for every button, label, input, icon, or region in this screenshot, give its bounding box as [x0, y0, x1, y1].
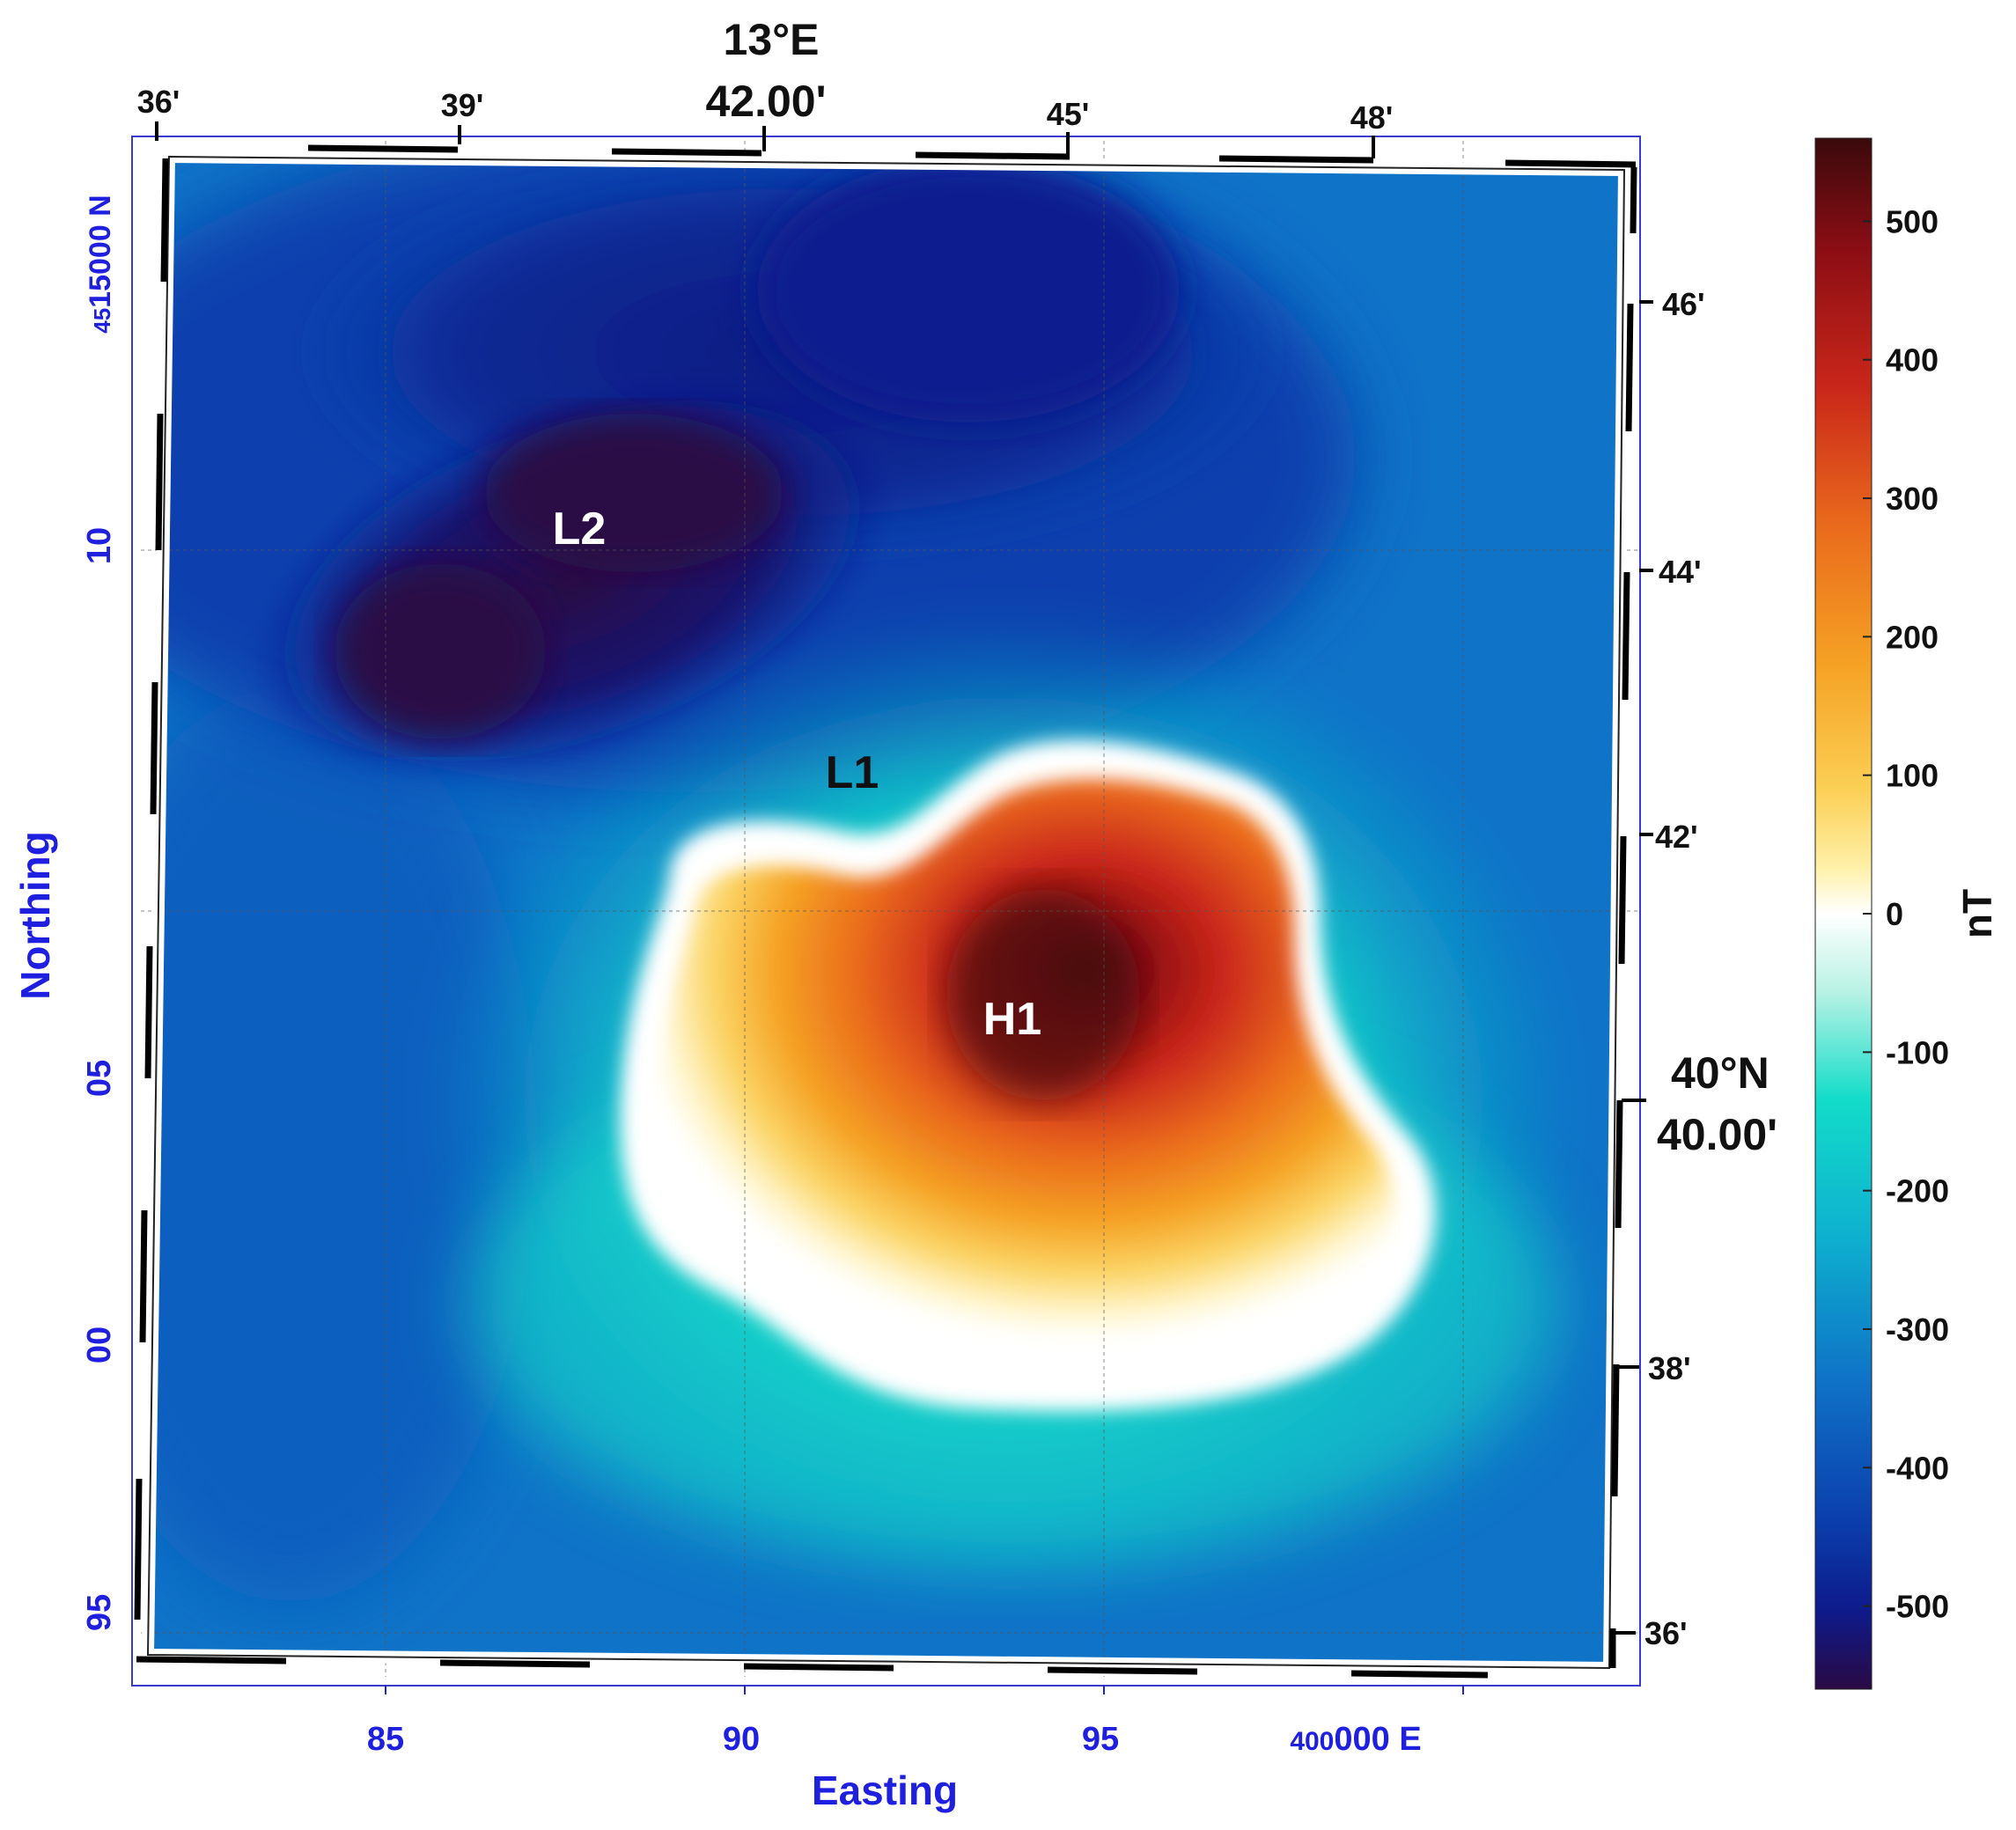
easting-tick-90: 90 — [723, 1721, 760, 1758]
colorbar-tick-label: 400 — [1886, 342, 1939, 378]
easting-tick-400000: 400000 E — [1290, 1721, 1421, 1758]
colorbar-tick-label: -100 — [1886, 1034, 1949, 1070]
easting-tick-prefix: 400 — [1290, 1727, 1334, 1756]
colorbar-unit: nT — [1954, 889, 2000, 938]
northing-tick-05: 05 — [81, 1060, 118, 1097]
lat-label-38: 38' — [1648, 1350, 1691, 1386]
colorbar-tick-label: 300 — [1886, 481, 1939, 517]
anomaly-label-l2: L2 — [553, 503, 607, 555]
lon-label-45: 45' — [1047, 96, 1090, 132]
anomaly-label-h1: H1 — [983, 994, 1041, 1045]
lat-label-46: 46' — [1662, 286, 1705, 322]
colorbar — [1814, 137, 1873, 1690]
lon-label-main-degree: 13°E — [724, 15, 820, 64]
lat-label-main-minutes: 40.00' — [1657, 1110, 1777, 1159]
colorbar-tick-label: 200 — [1886, 619, 1939, 655]
colorbar-tick-label: 100 — [1886, 758, 1939, 794]
lat-label-42: 42' — [1655, 819, 1698, 855]
colorbar-tick-label: -400 — [1886, 1450, 1949, 1486]
lon-label-36: 36' — [137, 84, 180, 120]
colorbar-tick-label: -300 — [1886, 1312, 1949, 1348]
northing-tick-4515000: 4515000 N — [84, 195, 117, 333]
anomaly-label-l1: L1 — [826, 747, 879, 798]
northing-tick-00: 00 — [81, 1327, 118, 1363]
colorbar-tick-label: -200 — [1886, 1173, 1949, 1209]
lat-label-main-degree: 40°N — [1671, 1048, 1770, 1098]
northing-axis-title: Northing — [12, 831, 58, 1000]
colorbar-tick-label: -500 — [1886, 1589, 1949, 1625]
colorbar-tick-label: 0 — [1886, 896, 1903, 932]
easting-tick-suffix: 000 E — [1334, 1721, 1421, 1758]
map-neatline — [131, 136, 1641, 1687]
lat-label-36: 36' — [1644, 1615, 1688, 1651]
colorbar-ticks: 500 400 300 200 100 0 -100 -200 -300 -400 -500 — [1863, 203, 1949, 1625]
lon-label-main-minutes: 42.00' — [705, 77, 826, 126]
lon-label-48: 48' — [1350, 99, 1394, 136]
northing-tick-suffix: 15000 N — [84, 195, 117, 308]
grid-lines — [141, 141, 1637, 1677]
easting-tick-95: 95 — [1082, 1721, 1119, 1758]
lon-label-39: 39' — [441, 87, 484, 123]
easting-axis-title: Easting — [812, 1768, 958, 1813]
lat-label-44: 44' — [1659, 554, 1702, 590]
colorbar-tick-label: 500 — [1886, 203, 1939, 239]
northing-tick-10: 10 — [81, 527, 118, 564]
anomaly-raster — [148, 157, 1624, 1668]
geographic-frame — [134, 121, 1653, 1679]
northing-tick-prefix: 45 — [89, 308, 115, 334]
northing-tick-95: 95 — [81, 1594, 118, 1631]
easting-tick-85: 85 — [367, 1721, 404, 1758]
